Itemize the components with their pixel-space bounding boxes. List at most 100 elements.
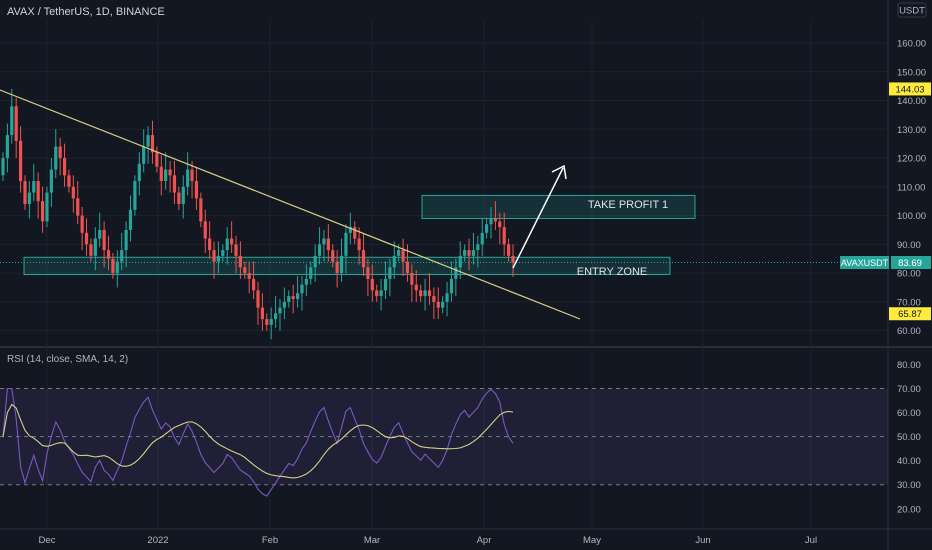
- candle-body: [102, 229, 106, 251]
- candle-body: [485, 224, 489, 233]
- price-tick-label: 110.00: [897, 182, 925, 193]
- candle-body: [58, 146, 62, 159]
- time-tick-label: 2022: [147, 535, 168, 546]
- symbol-title[interactable]: AVAX / TetherUS, 1D, BINANCE: [7, 6, 165, 18]
- candle-body: [405, 261, 410, 274]
- candle-body: [221, 250, 225, 256]
- candle-body: [115, 261, 119, 274]
- candle-body: [89, 244, 93, 256]
- time-tick-label: Mar: [364, 535, 380, 546]
- candle-body: [436, 301, 440, 308]
- candle-body: [247, 273, 251, 279]
- candle-body: [476, 244, 480, 251]
- candle-body: [133, 181, 137, 210]
- rsi-tick-label: 80.00: [897, 360, 921, 371]
- candle-body: [502, 227, 506, 245]
- rsi-tick-label: 40.00: [897, 456, 921, 467]
- candle-body: [339, 255, 344, 274]
- candle-body: [401, 250, 405, 262]
- current-symbol-label: AVAXUSDT: [841, 258, 889, 268]
- currency-label[interactable]: USDT: [899, 6, 925, 17]
- candle-body: [164, 169, 168, 182]
- candle-series: [0, 89, 888, 340]
- current-price-label: 83.69: [898, 258, 922, 269]
- candle-body: [260, 307, 264, 320]
- candle-body: [203, 221, 207, 239]
- candle-body: [150, 135, 155, 153]
- candle-body: [335, 261, 339, 274]
- price-tick-label: 120.00: [897, 154, 926, 165]
- time-tick-label: May: [583, 535, 601, 546]
- candle-body: [463, 250, 467, 256]
- annotation-zones[interactable]: [23, 194, 696, 276]
- candle-body: [84, 232, 89, 245]
- rsi-tick-label: 70.00: [897, 384, 921, 395]
- candle-body: [309, 267, 313, 279]
- candle-body: [353, 227, 357, 239]
- candle-body: [441, 301, 445, 308]
- candle-body: [54, 146, 58, 170]
- candle-body: [432, 296, 436, 302]
- rsi-tick-label: 60.00: [897, 408, 921, 419]
- candle-body: [18, 140, 23, 182]
- candle-body: [124, 229, 128, 251]
- current-price-badge: AVAXUSDT 83.69: [840, 255, 931, 269]
- candle-body: [344, 232, 348, 256]
- candle-body: [159, 166, 163, 182]
- candle-body: [106, 250, 111, 259]
- candle-body: [489, 218, 493, 225]
- svg-text:65.87: 65.87: [898, 309, 922, 320]
- candle-body: [397, 250, 401, 256]
- price-tick-label: 130.00: [897, 125, 926, 136]
- candle-body: [445, 293, 449, 302]
- time-tick-label: Feb: [262, 535, 278, 546]
- candle-body: [322, 238, 326, 245]
- axes-layer: 160.00 150.00 140.00 130.00 120.00 110.00 100.…: [39, 39, 927, 546]
- candle-body: [423, 290, 427, 297]
- take-profit-zone: [421, 194, 696, 219]
- candle-body: [326, 238, 330, 251]
- candle-body: [146, 135, 150, 147]
- candle-body: [168, 169, 172, 176]
- price-tick-label: 160.00: [897, 39, 926, 50]
- rsi-band: [0, 387, 888, 486]
- rsi-line: [2, 387, 514, 497]
- svg-text:144.03: 144.03: [895, 84, 924, 95]
- candle-body: [45, 192, 49, 222]
- candle-body: [507, 244, 511, 256]
- target-arrow-head: [551, 164, 567, 180]
- candle-body: [379, 290, 383, 297]
- candle-body: [208, 238, 212, 251]
- candle-body: [234, 244, 238, 256]
- price-tick-label: 80.00: [897, 269, 921, 280]
- candle-body: [67, 175, 71, 187]
- rsi-title[interactable]: RSI (14, close, SMA, 14, 2): [7, 354, 128, 365]
- candle-body: [10, 106, 14, 136]
- candle-body: [27, 192, 31, 205]
- candle-body: [449, 278, 454, 294]
- currency-box[interactable]: [897, 2, 927, 18]
- candle-body: [480, 232, 484, 245]
- candle-body: [181, 186, 185, 205]
- candle-body: [366, 267, 370, 279]
- candle-body: [252, 278, 256, 291]
- candle-body: [282, 301, 286, 308]
- rsi-series: [2, 387, 514, 497]
- candle-body: [291, 296, 295, 299]
- target-arrow-shaft: [512, 167, 564, 269]
- price-tick-label: 60.00: [897, 326, 921, 337]
- candle-body: [111, 258, 115, 274]
- trendline-layer[interactable]: [0, 89, 581, 320]
- candle-body: [80, 215, 84, 233]
- candle-body: [414, 284, 418, 291]
- candle-body: [511, 255, 515, 263]
- candle-body: [375, 290, 379, 297]
- candle-body: [23, 181, 27, 205]
- entry-zone-label: ENTRY ZONE: [577, 266, 648, 278]
- candle-body: [300, 284, 304, 294]
- candle-body: [76, 198, 80, 216]
- candle-body: [348, 227, 352, 233]
- candle-body: [295, 293, 300, 299]
